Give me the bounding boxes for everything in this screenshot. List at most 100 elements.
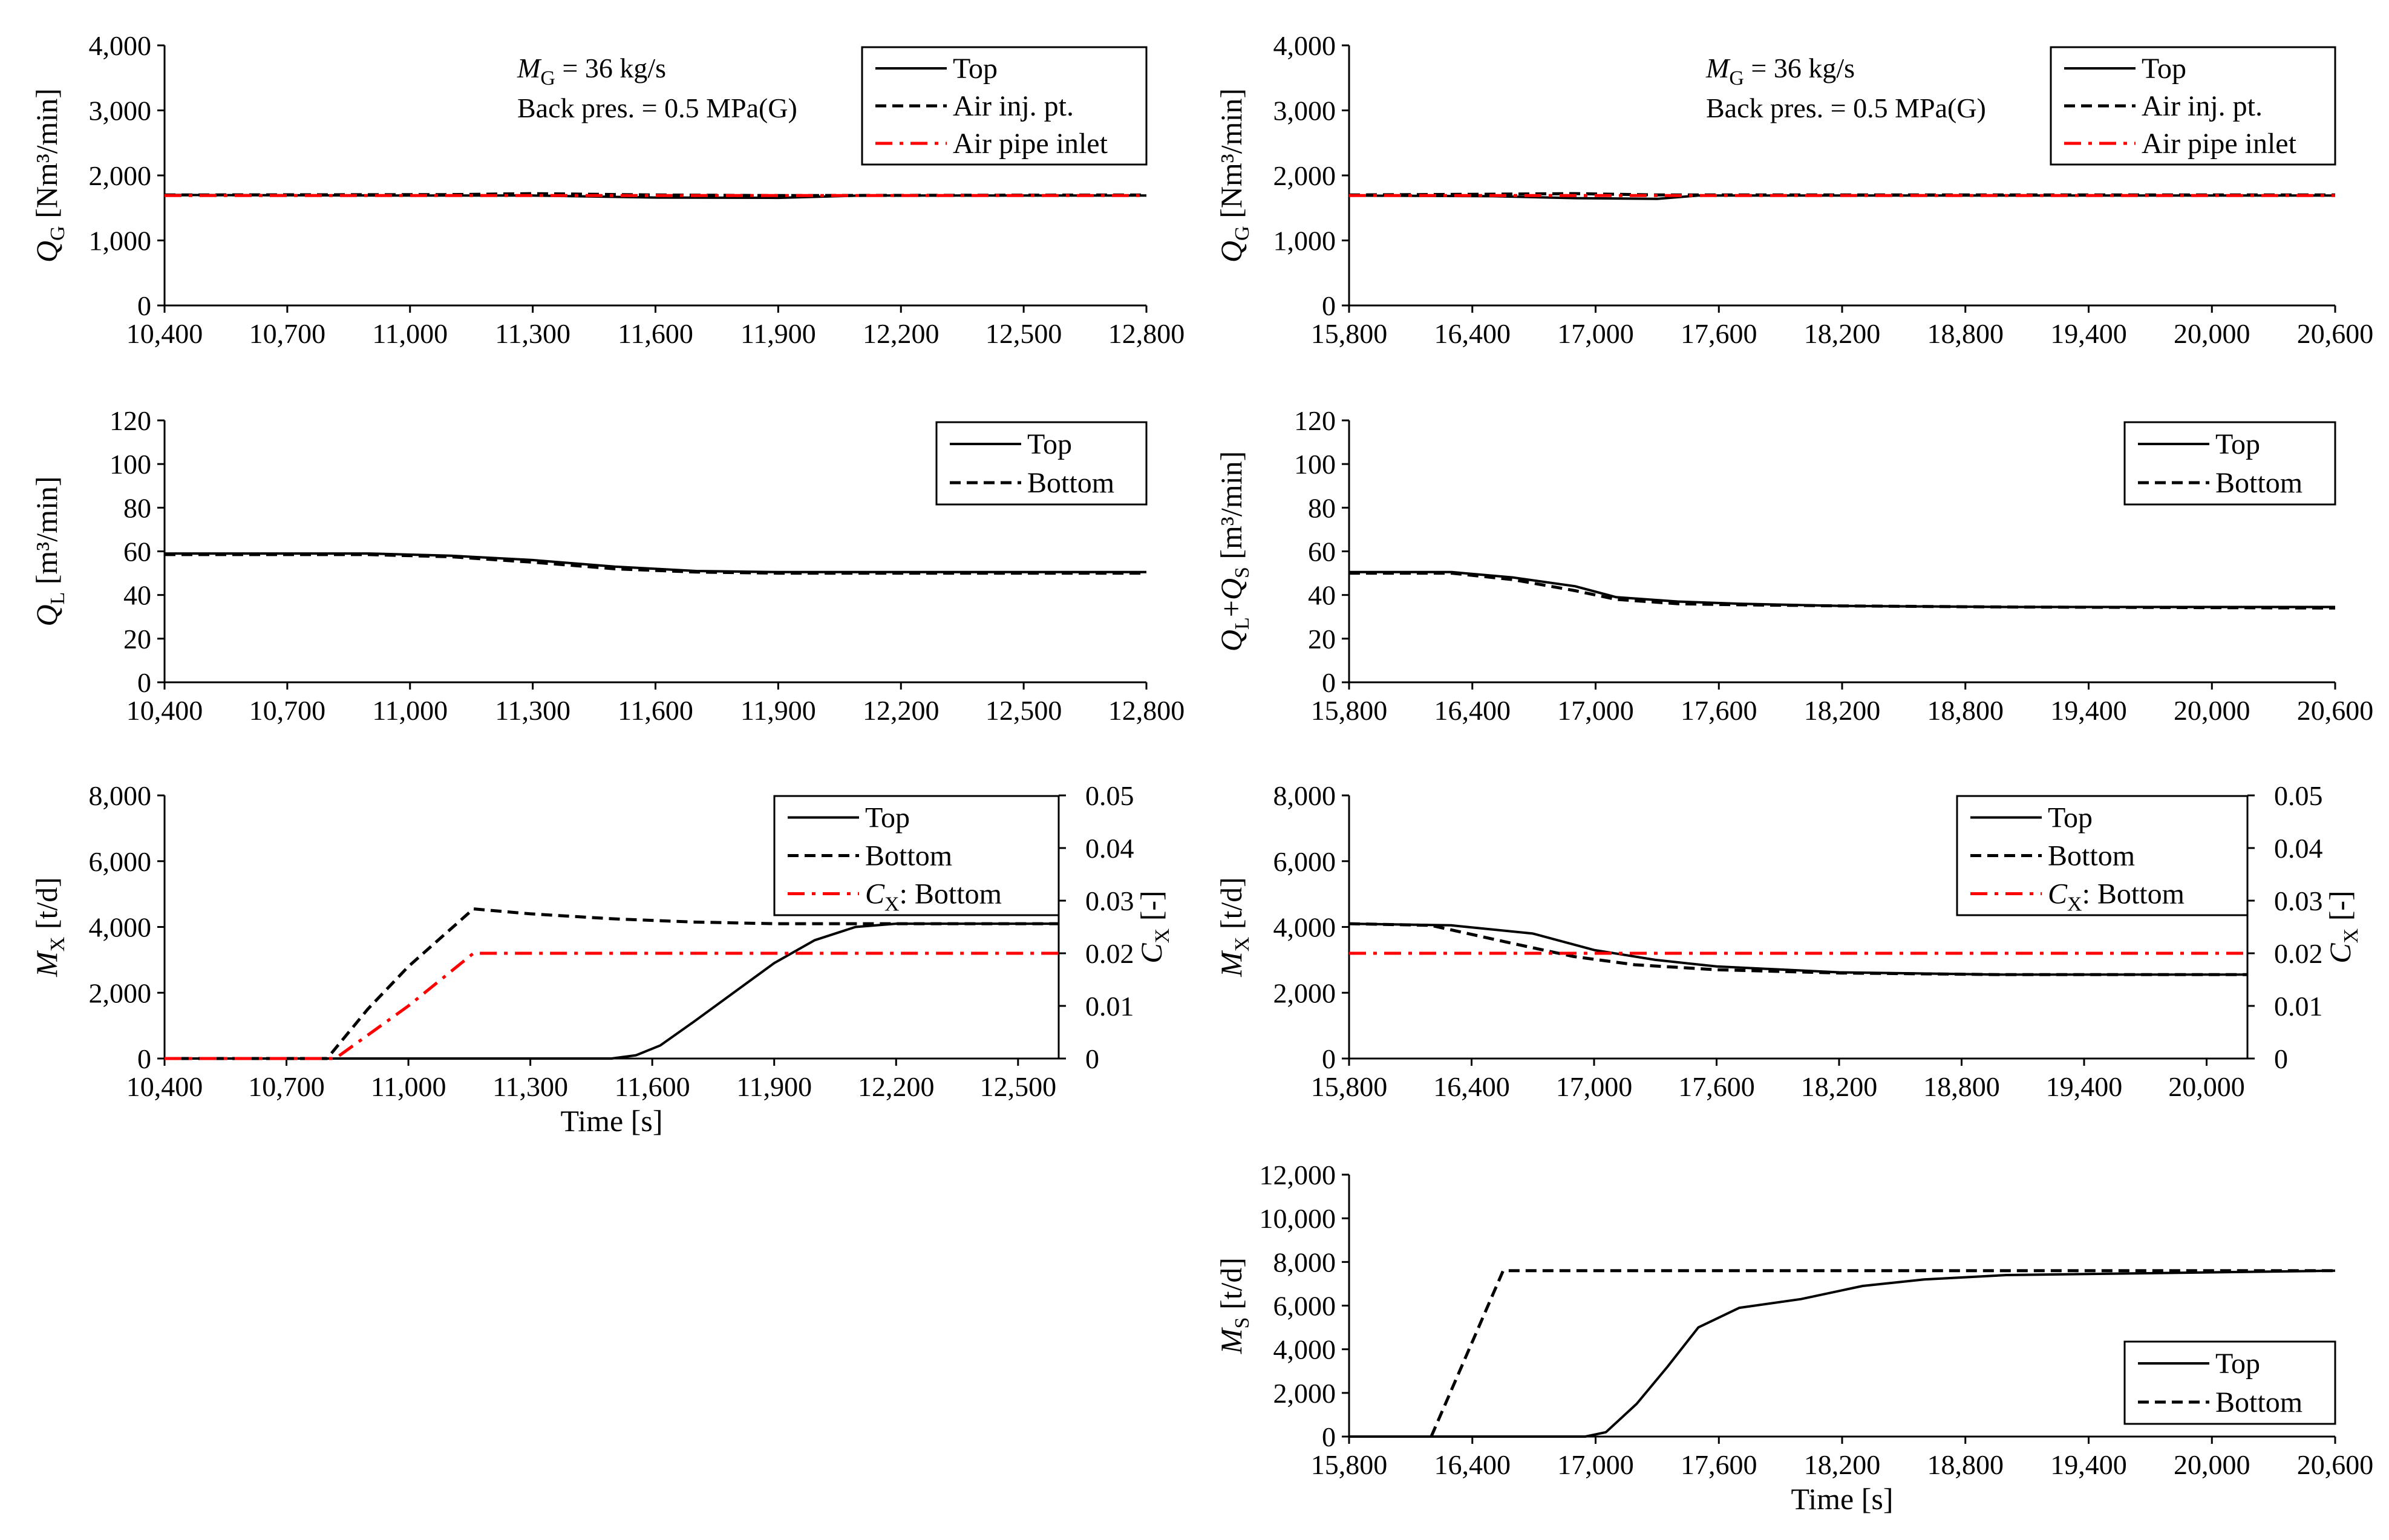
x-tick-label: 10,700	[249, 695, 326, 726]
y-tick-label: 1,000	[1273, 226, 1336, 256]
annotation-rest: = 36 kg/s	[555, 53, 666, 83]
annotation-mass-flow: MG = 36 kg/s	[517, 53, 666, 90]
y2-tick-label: 0.04	[1085, 833, 1134, 864]
legend-label-sub: X	[2067, 893, 2082, 916]
y-tick-label: 12,000	[1260, 1160, 1336, 1190]
x-tick-label: 17,000	[1557, 1449, 1634, 1480]
x-tick-label: 20,000	[2174, 695, 2250, 726]
y-tick-label: 80	[123, 492, 151, 523]
series-line-bottom	[1348, 922, 2247, 976]
annotation-sub: G	[1729, 67, 1744, 90]
annotation-sub: G	[540, 67, 555, 90]
x-tick-label: 20,000	[2168, 1071, 2245, 1102]
legend-label: Top	[2048, 802, 2093, 834]
y-tick-label: 4,000	[1273, 1334, 1336, 1365]
y-tick-label: 4,000	[89, 30, 152, 61]
legend-label: CX: Bottom	[865, 878, 1002, 916]
y-tick-label: 80	[1308, 492, 1336, 523]
y-tick-label: 120	[109, 405, 151, 436]
y-tick-label: 0	[1322, 290, 1336, 321]
legend-label: Bottom	[865, 840, 952, 872]
y-axis-label: MX [t/d]	[1214, 877, 1253, 977]
legend-label: CX: Bottom	[2048, 878, 2185, 916]
x-tick-label: 16,400	[1434, 695, 1511, 726]
y-axis-label-unit: [m³/min]	[30, 476, 64, 592]
legend-label: Top	[2215, 1348, 2260, 1380]
x-tick-label: 12,500	[980, 1071, 1057, 1102]
x-tick-label: 11,300	[495, 695, 570, 726]
y-tick-label: 40	[123, 580, 151, 611]
x-tick-label: 11,000	[372, 695, 448, 726]
x-tick-label: 12,500	[985, 695, 1062, 726]
legend-label-var: C	[2048, 878, 2068, 910]
y-tick-label: 0	[137, 1043, 151, 1074]
series-line-c	[165, 951, 1059, 1060]
y-tick-label: 0	[1322, 1043, 1336, 1074]
y-tick-label: 60	[1308, 537, 1336, 567]
y-axis-label-var: Q	[30, 241, 64, 263]
legend-box	[935, 421, 1148, 506]
x-axis-label: Time [s]	[560, 1104, 662, 1138]
y2-axis-label-var: C	[1134, 943, 1168, 964]
x-tick-label: 16,400	[1434, 318, 1511, 349]
x-tick-label: 12,800	[1108, 695, 1185, 726]
y-axis-label-unit: [t/d]	[1214, 877, 1248, 937]
y-tick-label: 8,000	[89, 780, 152, 811]
y-tick-label: 40	[1308, 580, 1336, 611]
y2-axis-label-unit: [-]	[2323, 890, 2357, 928]
y-tick-label: 8,000	[1273, 1247, 1336, 1277]
y-axis-label: QL+QS [m³/min]	[1214, 451, 1253, 651]
x-tick-label: 19,400	[2046, 1071, 2123, 1102]
legend-label: Top	[953, 53, 998, 85]
x-tick-label: 11,600	[618, 318, 693, 349]
y-axis-label-sub: X	[47, 937, 69, 952]
y-tick-label: 1,000	[89, 226, 152, 256]
y2-axis-label: CX [-]	[2323, 890, 2362, 963]
y2-axis-label-var: C	[2323, 943, 2357, 964]
legend-label-var: C	[865, 878, 885, 910]
y-axis-label: QG [Nm³/min]	[1214, 88, 1253, 263]
series-line-top	[1349, 570, 2335, 608]
y-axis-label-var: Q	[1214, 241, 1248, 263]
y-axis-label-sub: L	[1231, 617, 1253, 630]
legend-label-rest: : Bottom	[900, 878, 1002, 910]
y-axis-label-unit: [Nm³/min]	[30, 88, 64, 226]
legend-label: Bottom	[1027, 467, 1114, 499]
x-tick-label: 19,400	[2050, 1449, 2127, 1480]
chart-qlqs_right: 0 20 40 60 80 100 120 15,800 16,400 17,000 17,600 1…	[1214, 405, 2373, 726]
y2-tick-label: 0.03	[1085, 886, 1134, 916]
y-axis-label-sub: S	[1231, 1317, 1253, 1329]
legend-label: Air inj. pt.	[953, 90, 1074, 122]
legend-box	[861, 46, 1148, 166]
annotation-mass-flow: MG = 36 kg/s	[1705, 53, 1855, 90]
annotation-var: M	[1705, 53, 1731, 83]
y-tick-label: 10,000	[1260, 1203, 1336, 1234]
y-axis-label-sub2: S	[1231, 567, 1253, 578]
y-axis-label: MX [t/d]	[30, 877, 69, 977]
x-tick-label: 17,600	[1678, 1071, 1755, 1102]
x-tick-label: 17,000	[1556, 1071, 1633, 1102]
x-tick-label: 15,800	[1311, 1449, 1388, 1480]
x-tick-label: 11,900	[740, 318, 816, 349]
series-line-bottom	[165, 553, 1146, 575]
y2-axis-label-sub: X	[2340, 928, 2362, 944]
x-tick-label: 17,600	[1681, 1449, 1757, 1480]
x-tick-label: 20,000	[2174, 1449, 2250, 1480]
x-tick-label: 11,600	[618, 695, 693, 726]
y-axis-label-unit: [t/d]	[30, 877, 64, 937]
x-tick-label: 18,200	[1804, 318, 1881, 349]
series-line-top	[1349, 1269, 2336, 1438]
y-axis-label-unit: [t/d]	[1214, 1258, 1248, 1317]
x-tick-label: 11,900	[740, 695, 816, 726]
y-axis-label-unit: [Nm³/min]	[1214, 88, 1248, 226]
y-axis-label-sub: G	[1231, 226, 1253, 241]
legend-box	[2123, 421, 2336, 506]
x-tick-label: 10,400	[126, 695, 203, 726]
y-tick-label: 4,000	[1273, 912, 1336, 943]
y-tick-label: 0	[137, 667, 151, 698]
series-line-bottom	[165, 907, 1059, 1060]
x-tick-label: 10,400	[126, 1071, 203, 1102]
y-axis-label-var2: Q	[1214, 578, 1248, 600]
y-axis-label-var: M	[1214, 1327, 1248, 1354]
y-tick-label: 6,000	[1273, 1291, 1336, 1322]
